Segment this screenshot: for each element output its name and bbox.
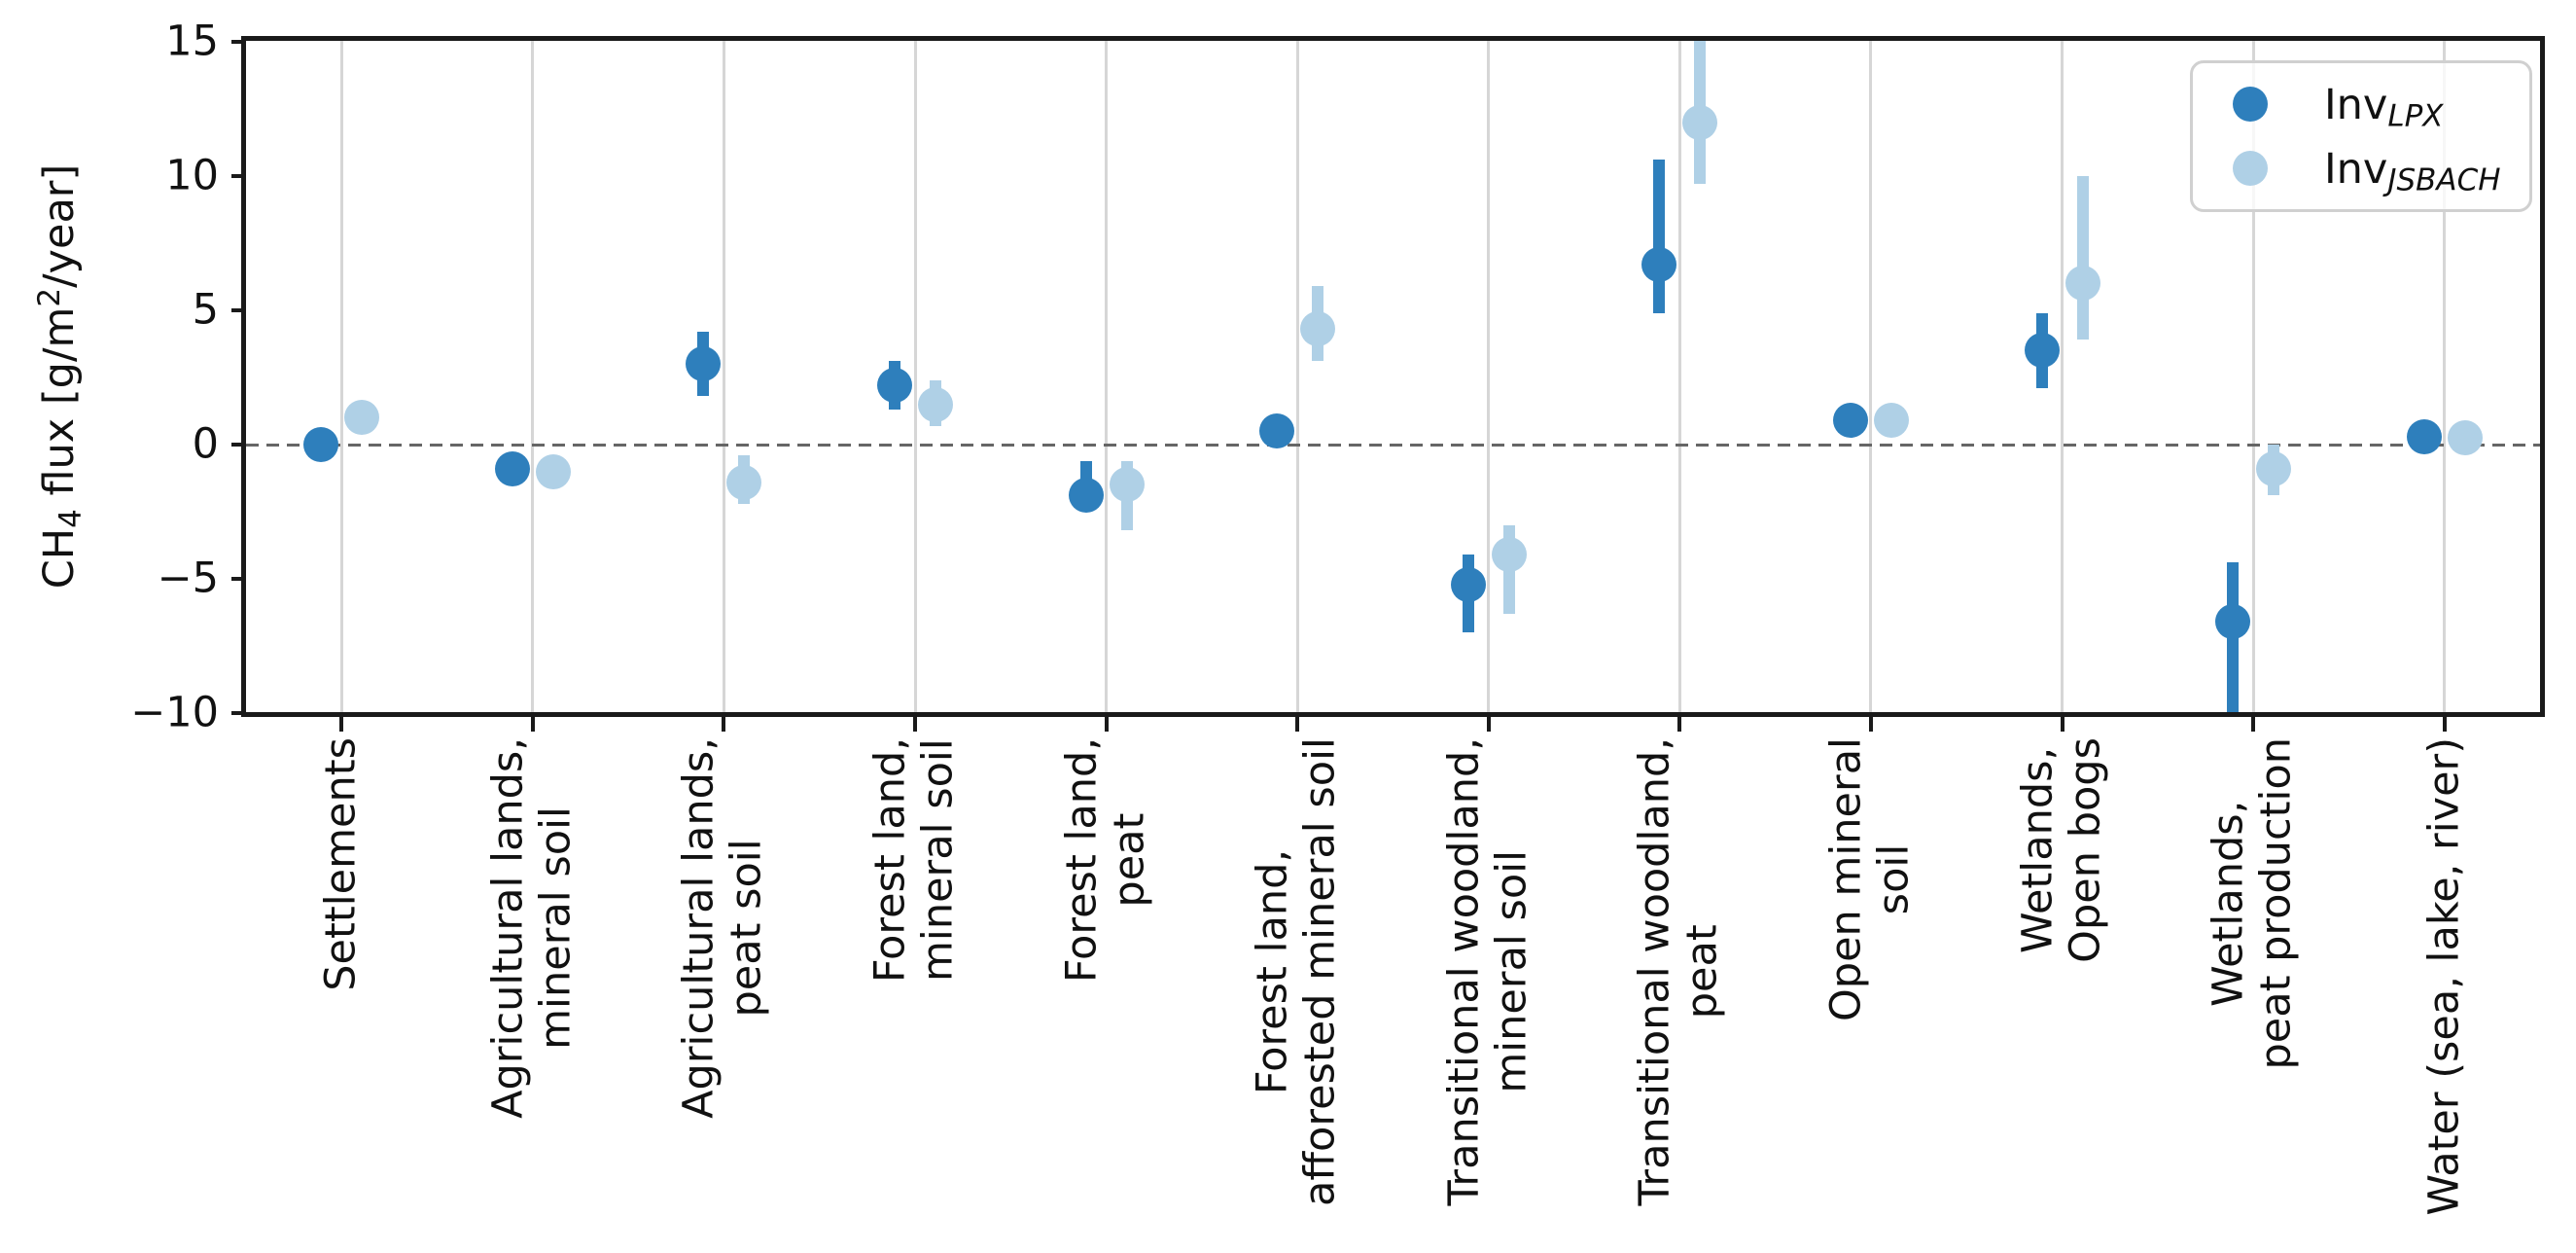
x-tick-label: Forest land, peat bbox=[1057, 737, 1154, 984]
legend-label: InvJSBACH bbox=[2324, 145, 2500, 198]
legend-label-subscript: LPX bbox=[2387, 98, 2444, 134]
gridline bbox=[1295, 41, 1299, 712]
y-tick bbox=[231, 174, 246, 178]
x-tick-label: Water (sea, lake, river) bbox=[2418, 737, 2468, 1216]
y-tick bbox=[231, 711, 246, 715]
x-tick bbox=[1868, 717, 1873, 732]
gridline bbox=[1487, 41, 1491, 712]
data-point-inv-jsbach bbox=[1682, 104, 1718, 140]
x-tick bbox=[1104, 717, 1109, 732]
gridline bbox=[2061, 41, 2064, 712]
gridline bbox=[1677, 41, 1681, 712]
gridline bbox=[2251, 41, 2255, 712]
legend-marker-circle-icon bbox=[2233, 151, 2268, 186]
error-bar-inv-lpx bbox=[1653, 160, 1666, 313]
data-point-inv-jsbach bbox=[726, 464, 762, 500]
legend-label-subscript: JSBACH bbox=[2387, 162, 2501, 198]
x-tick-label: Wetlands, Open bogs bbox=[2013, 737, 2110, 963]
x-tick-label: Transitional woodland, mineral soil bbox=[1439, 737, 1536, 1206]
error-bar-inv-jsbach bbox=[2076, 176, 2089, 340]
x-tick bbox=[2442, 717, 2447, 732]
y-axis-label-subscript: 4 bbox=[53, 509, 88, 528]
y-tick-label: −10 bbox=[130, 688, 219, 737]
data-point-inv-lpx bbox=[1641, 247, 1677, 283]
data-point-inv-lpx bbox=[303, 427, 339, 462]
x-tick-label: Transitional woodland, peat bbox=[1630, 737, 1728, 1206]
x-tick bbox=[913, 717, 918, 732]
legend-label-main: Inv bbox=[2324, 81, 2388, 129]
y-tick-label: 15 bbox=[165, 17, 219, 66]
data-point-inv-jsbach bbox=[2064, 266, 2100, 302]
y-tick-label: 5 bbox=[192, 285, 219, 335]
zero-line bbox=[246, 443, 2540, 447]
y-axis-label-text: flux [g/m bbox=[35, 306, 85, 510]
y-axis-label: CH4 flux [g/m2/year] bbox=[32, 164, 88, 590]
legend: InvLPX InvJSBACH bbox=[2190, 60, 2532, 212]
data-point-inv-jsbach bbox=[918, 386, 954, 422]
data-point-inv-lpx bbox=[2215, 604, 2251, 640]
x-tick-label: Agricultural lands, mineral soil bbox=[483, 737, 581, 1119]
data-point-inv-jsbach bbox=[2447, 420, 2483, 456]
x-tick bbox=[339, 717, 344, 732]
x-tick bbox=[1677, 717, 1682, 732]
gridline bbox=[1869, 41, 1873, 712]
x-tick bbox=[2251, 717, 2256, 732]
data-point-inv-lpx bbox=[877, 368, 913, 404]
data-point-inv-lpx bbox=[1259, 413, 1295, 449]
data-point-inv-jsbach bbox=[1491, 537, 1527, 573]
x-tick bbox=[2060, 717, 2064, 732]
data-point-inv-lpx bbox=[1450, 566, 1486, 602]
data-point-inv-jsbach bbox=[1300, 311, 1336, 347]
x-tick-label: Open mineral soil bbox=[1821, 737, 1919, 1022]
plot-area: InvLPX InvJSBACH bbox=[241, 36, 2545, 717]
data-point-inv-lpx bbox=[1832, 403, 1868, 439]
data-point-inv-lpx bbox=[686, 346, 722, 382]
gridline bbox=[2443, 41, 2447, 712]
gridline bbox=[1105, 41, 1109, 712]
x-tick-label: Settlements bbox=[316, 737, 366, 991]
data-point-inv-lpx bbox=[494, 450, 530, 486]
data-point-inv-jsbach bbox=[1109, 467, 1145, 503]
gridline bbox=[339, 41, 343, 712]
data-point-inv-jsbach bbox=[1873, 403, 1909, 439]
x-tick bbox=[1486, 717, 1491, 732]
data-point-inv-jsbach bbox=[535, 453, 571, 489]
y-tick bbox=[231, 577, 246, 581]
y-tick bbox=[231, 443, 246, 447]
x-tick bbox=[1295, 717, 1300, 732]
x-tick bbox=[530, 717, 535, 732]
legend-label: InvLPX bbox=[2324, 81, 2444, 134]
y-tick bbox=[231, 308, 246, 312]
y-tick-label: −5 bbox=[157, 554, 219, 603]
legend-marker-circle-icon bbox=[2233, 87, 2268, 122]
data-point-inv-jsbach bbox=[2256, 450, 2292, 486]
data-point-inv-lpx bbox=[1068, 478, 1104, 514]
gridline bbox=[531, 41, 535, 712]
y-tick-label: 10 bbox=[165, 151, 219, 200]
gridline bbox=[722, 41, 725, 712]
y-tick-label: 0 bbox=[192, 419, 219, 469]
data-point-inv-jsbach bbox=[344, 400, 380, 436]
legend-label-main: Inv bbox=[2324, 145, 2388, 194]
x-tick-label: Forest land, mineral soil bbox=[865, 737, 964, 984]
x-tick-label: Agricultural lands, peat soil bbox=[675, 737, 772, 1119]
x-tick-label: Forest land, afforested mineral soil bbox=[1248, 737, 1346, 1206]
data-point-inv-lpx bbox=[2024, 333, 2060, 369]
gridline bbox=[913, 41, 917, 712]
y-axis-label-superscript: 2 bbox=[32, 287, 68, 307]
y-tick bbox=[231, 40, 246, 44]
x-tick-label: Wetlands, peat production bbox=[2204, 737, 2302, 1070]
error-bar-inv-lpx bbox=[2227, 562, 2240, 712]
data-point-inv-lpx bbox=[2406, 418, 2442, 454]
x-tick bbox=[722, 717, 726, 732]
